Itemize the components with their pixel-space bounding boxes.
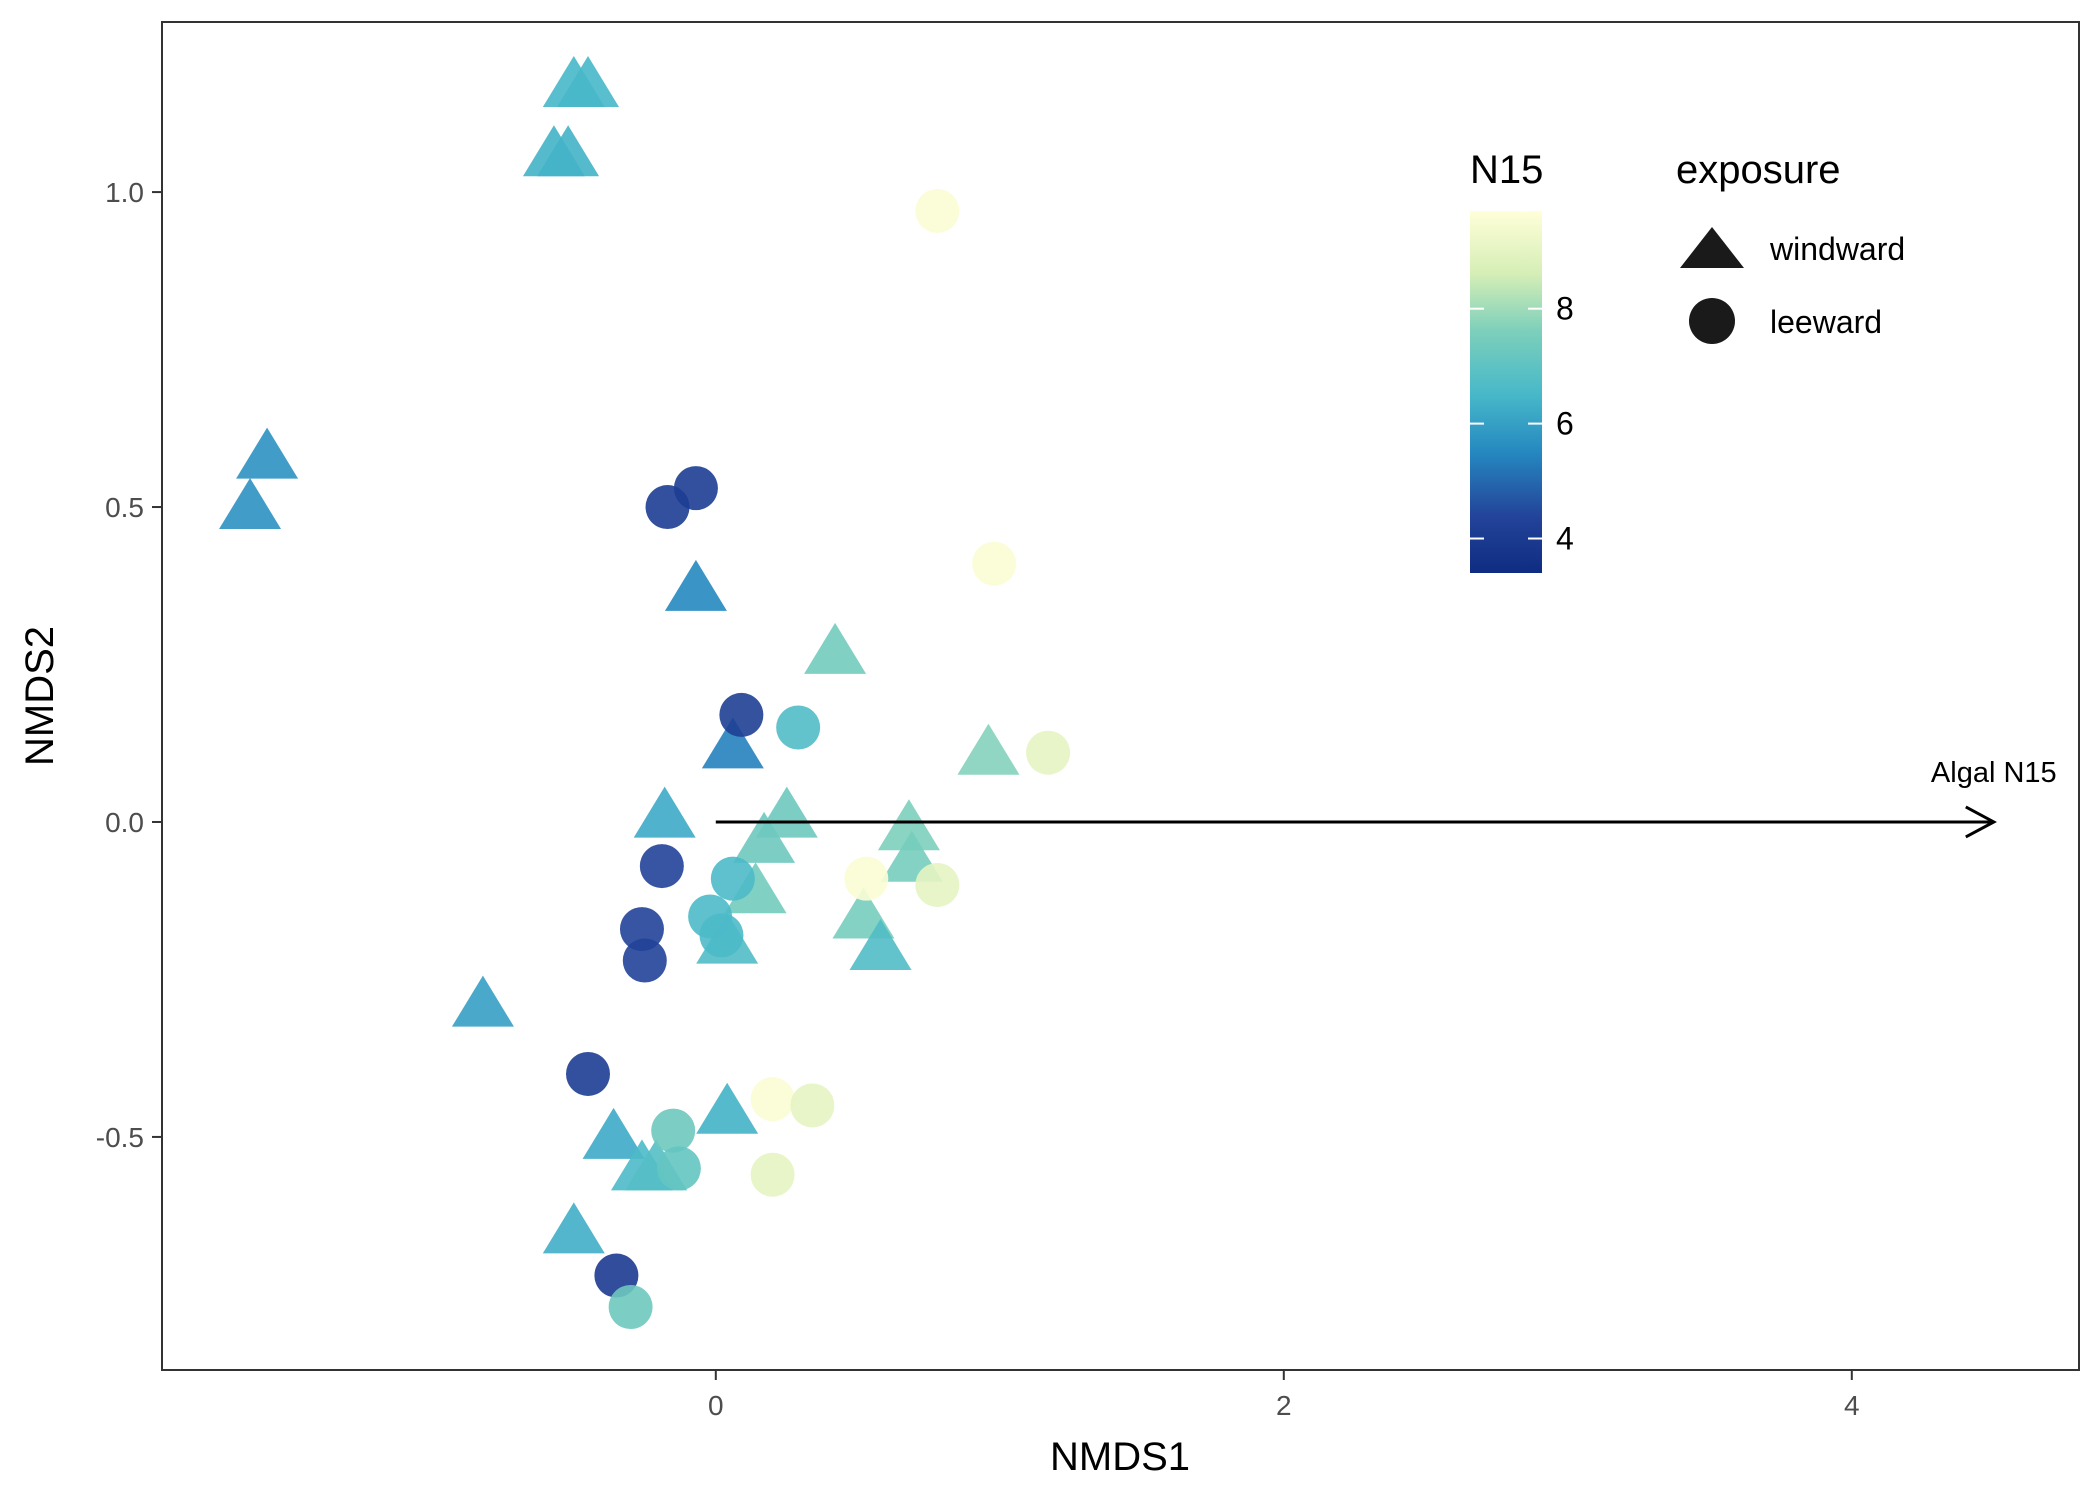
leeward-point: [619, 907, 664, 952]
plot-panel-border: [161, 21, 2080, 1371]
x-tick-label: 0: [708, 1390, 724, 1421]
windward-point: [696, 1082, 759, 1134]
vector-label: Algal N15: [1931, 757, 2057, 789]
windward-point: [582, 1107, 645, 1159]
colorbar-tick-label: 6: [1556, 406, 1574, 442]
leeward-point: [710, 856, 755, 901]
windward-point: [537, 125, 600, 177]
y-tick-label: 0.0: [105, 807, 144, 838]
leeward-point: [608, 1285, 653, 1330]
leeward-point: [699, 913, 744, 958]
leeward-point: [651, 1108, 696, 1153]
legend-triangle-icon: [1680, 227, 1744, 268]
vector-arrow-head: [1965, 805, 1997, 839]
leeward-point: [972, 541, 1017, 586]
y-tick-label: -0.5: [96, 1122, 144, 1153]
x-axis-title: NMDS1: [1050, 1435, 1190, 1479]
color-legend-title: N15: [1470, 148, 1543, 192]
windward-point: [877, 799, 940, 851]
leeward-point: [656, 1146, 701, 1191]
points-layer: [219, 55, 1071, 1330]
x-tick-label: 2: [1276, 1390, 1292, 1421]
y-tick-label: 0.5: [105, 492, 144, 523]
windward-point: [451, 975, 514, 1027]
leeward-point: [1026, 730, 1071, 775]
leeward-point: [776, 705, 821, 750]
windward-point: [219, 478, 282, 530]
windward-point: [664, 559, 727, 611]
leeward-point: [645, 485, 690, 530]
colorbar-tick-label: 8: [1556, 291, 1574, 327]
colorbar-ticks: 4 6 8: [1470, 291, 1574, 557]
leeward-point: [750, 1152, 795, 1197]
leeward-point: [844, 856, 889, 901]
windward-point: [236, 427, 299, 479]
leeward-point: [719, 692, 764, 737]
vector-layer: Algal N15: [715, 757, 2057, 839]
leeward-point: [915, 862, 960, 907]
leeward-point: [639, 844, 684, 889]
shape-legend: exposure windward leeward: [1676, 148, 1905, 344]
legend-circle-icon: [1689, 298, 1735, 344]
windward-point: [733, 811, 796, 863]
colorbar-tick-label: 4: [1556, 521, 1574, 557]
leeward-point: [622, 938, 667, 983]
windward-point: [849, 918, 912, 970]
windward-point: [724, 862, 787, 914]
y-axis-title: NMDS2: [18, 626, 62, 766]
axes-layer: 0 2 4 1.0 0.5 0.0 -0.5: [96, 177, 1860, 1421]
y-tick-label: 1.0: [105, 177, 144, 208]
windward-point: [957, 723, 1020, 775]
legend-label-leeward: leeward: [1770, 304, 1882, 340]
windward-point: [701, 717, 764, 769]
windward-point: [633, 786, 696, 838]
windward-point: [804, 622, 867, 674]
colorbar: [1470, 211, 1542, 573]
windward-point: [557, 55, 619, 107]
leeward-point: [915, 188, 960, 233]
color-legend: N15 4 6 8: [1470, 148, 1574, 573]
x-tick-label: 4: [1844, 1390, 1860, 1421]
leeward-point: [750, 1077, 795, 1122]
legend-label-windward: windward: [1769, 231, 1905, 267]
leeward-point: [566, 1051, 610, 1096]
leeward-point: [790, 1083, 835, 1128]
windward-point: [542, 1202, 605, 1254]
shape-legend-title: exposure: [1676, 148, 1841, 192]
